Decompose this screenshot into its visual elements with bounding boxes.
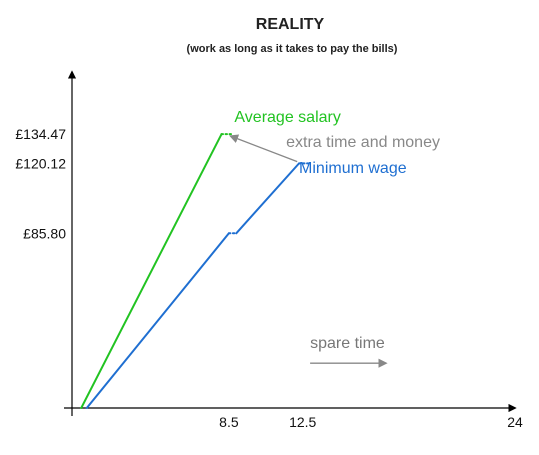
annotation-minimum: Minimum wage bbox=[299, 160, 407, 177]
annotation-average: Average salary bbox=[234, 109, 340, 126]
annotation-extra: extra time and money bbox=[286, 134, 440, 151]
y-tick-label: £120.12 bbox=[15, 155, 66, 171]
axes-layer: 8.5 12.5 24 £134.47 £120.12 £85.80 bbox=[15, 70, 523, 430]
annotations-layer: Average salary extra time and money Minimu… bbox=[229, 109, 440, 368]
series-line-average-salary bbox=[80, 133, 223, 409]
series-layer bbox=[80, 133, 310, 409]
extra-arrow bbox=[229, 134, 298, 163]
chart-title: REALITY bbox=[256, 16, 325, 33]
y-tick-label: £85.80 bbox=[23, 225, 66, 241]
x-tick-label: 12.5 bbox=[289, 414, 316, 430]
chart-subtitle: (work as long as it takes to pay the bil… bbox=[187, 43, 398, 55]
x-tick-label: 8.5 bbox=[219, 414, 239, 430]
annotation-spare: spare time bbox=[310, 335, 385, 352]
series-line-minimum-wage bbox=[235, 162, 301, 235]
series-line-minimum-wage bbox=[85, 232, 230, 409]
x-tick-label: 24 bbox=[507, 414, 523, 430]
y-tick-label: £134.47 bbox=[15, 126, 66, 142]
